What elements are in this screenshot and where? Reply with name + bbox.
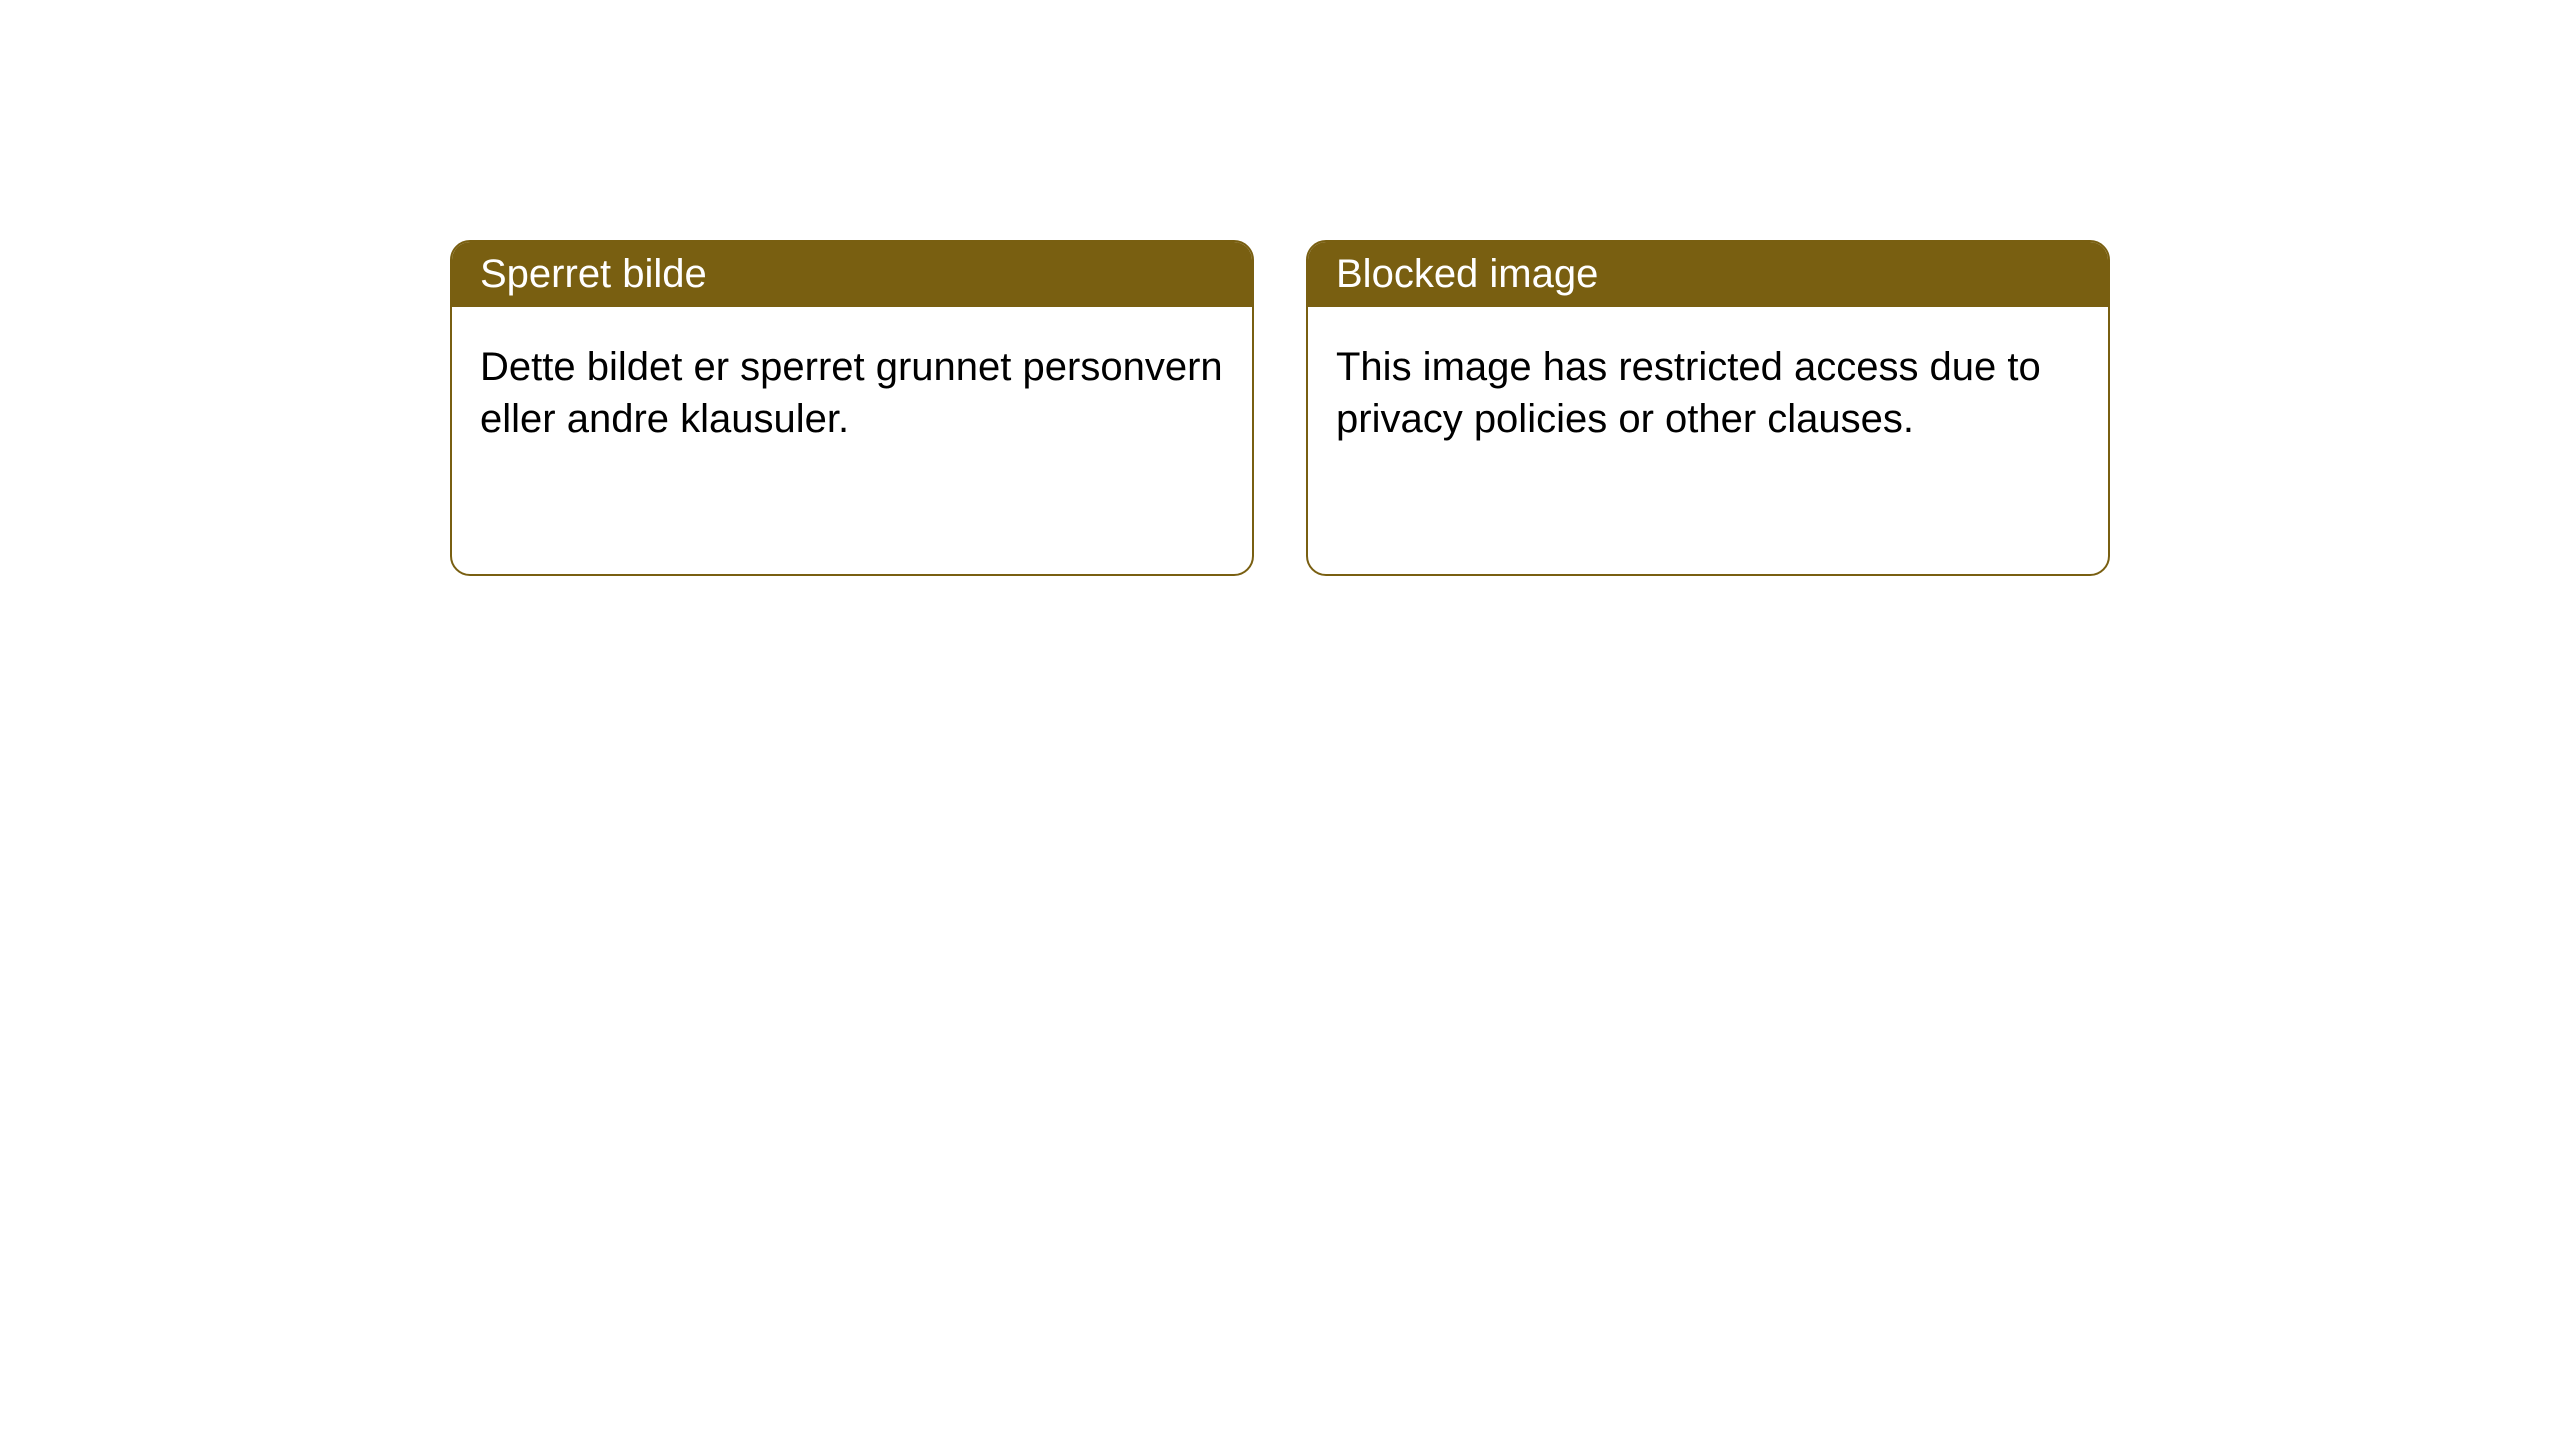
notice-header: Sperret bilde — [452, 242, 1252, 307]
notices-container: Sperret bilde Dette bildet er sperret gr… — [0, 0, 2560, 576]
notice-header: Blocked image — [1308, 242, 2108, 307]
notice-box-english: Blocked image This image has restricted … — [1306, 240, 2110, 576]
notice-body: Dette bildet er sperret grunnet personve… — [452, 307, 1252, 479]
notice-box-norwegian: Sperret bilde Dette bildet er sperret gr… — [450, 240, 1254, 576]
notice-body: This image has restricted access due to … — [1308, 307, 2108, 479]
